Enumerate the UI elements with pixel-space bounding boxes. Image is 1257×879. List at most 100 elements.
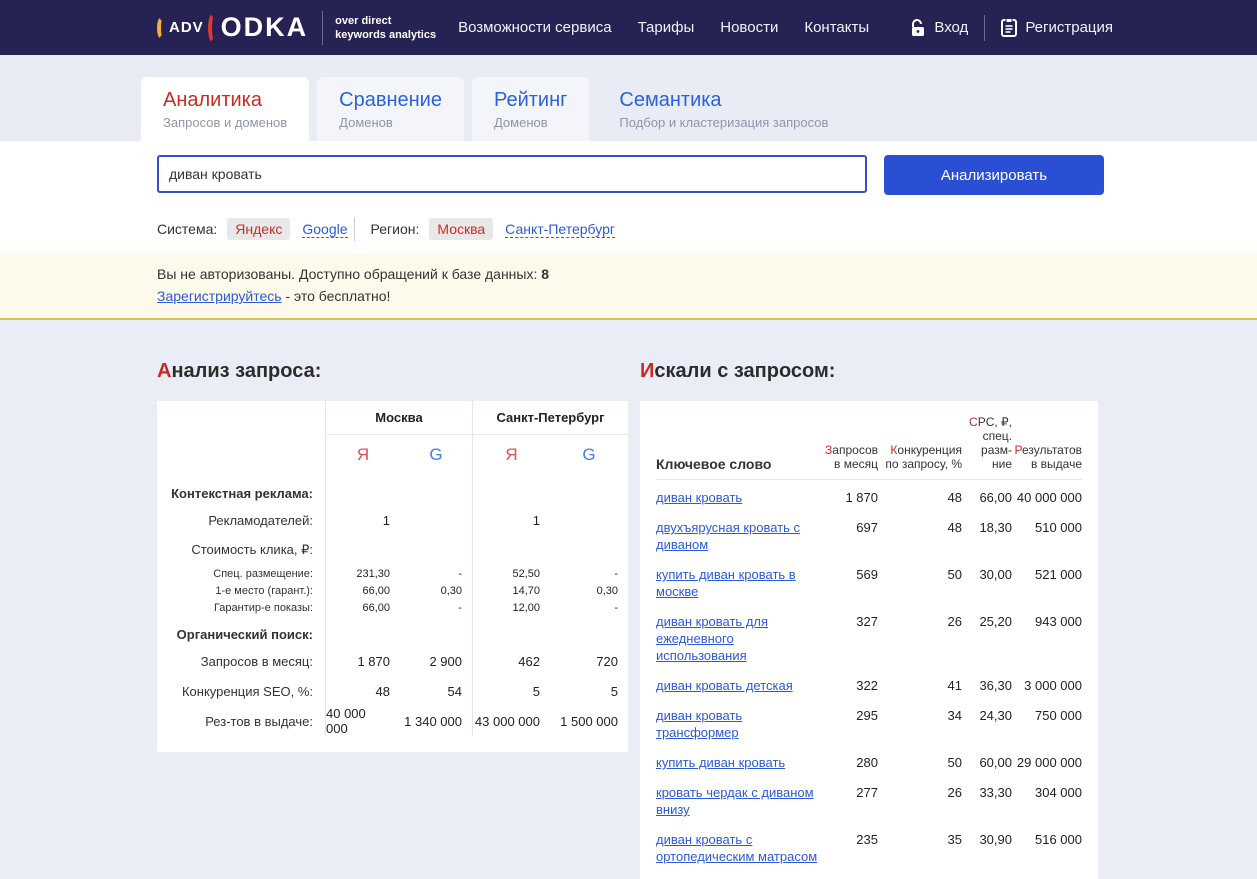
volume-cell: 322 — [856, 678, 878, 693]
register-label: Регистрация — [1025, 19, 1113, 36]
login-label: Вход — [934, 19, 969, 36]
cpc-cell: 30,00 — [979, 567, 1012, 582]
register-inline-link[interactable]: Зарегистрируйтесь — [157, 288, 282, 304]
keyword-link[interactable]: двухъярусная кровать с диваном — [656, 520, 801, 552]
results-cell: 304 000 — [1035, 785, 1082, 800]
logo-paren-red-icon — [207, 11, 220, 44]
analysis-value — [472, 535, 550, 565]
region-option-moscow[interactable]: Москва — [429, 218, 494, 240]
analysis-value — [325, 616, 400, 646]
top-navbar: ADV ODKA over direct keywords analytics … — [0, 0, 1257, 55]
analysis-row-label: Контекстная реклама: — [171, 485, 313, 501]
analysis-value: - — [614, 567, 618, 580]
keyword-link[interactable]: диван кровать детская — [656, 678, 793, 693]
notice-line2-rest: - это бесплатно! — [281, 288, 391, 304]
keyword-cell: диван кровать трансформер — [656, 707, 820, 741]
analysis-row-label: 1-е место (гарант.): — [215, 584, 313, 597]
competition-cell: 41 — [947, 678, 962, 693]
analysis-value — [400, 616, 472, 646]
search-input[interactable] — [157, 155, 867, 193]
cpc-cell: 66,00 — [979, 490, 1012, 505]
analysis-value: 1 870 — [325, 646, 400, 676]
analysis-value: 66,00 — [325, 582, 400, 599]
region-option-spb[interactable]: Санкт-Петербург — [505, 220, 615, 238]
keyword-link[interactable]: диван кровать с ортопедическим матрасом — [656, 832, 818, 864]
tagline-line2: keywords analytics — [335, 28, 437, 41]
analysis-title: Анализ запроса: — [157, 360, 628, 383]
volume-cell: 697 — [856, 520, 878, 535]
menu-item-2[interactable]: Новости — [720, 19, 779, 36]
analysis-value: - — [458, 567, 462, 580]
analysis-value — [550, 616, 628, 646]
keyword-cell: диван кровать — [656, 489, 820, 506]
tab-subtitle: Подбор и кластеризация запросов — [619, 115, 829, 130]
lock-icon — [910, 18, 926, 37]
analysis-value: 54 — [447, 683, 462, 699]
cpc-cell: 60,00 — [979, 755, 1012, 770]
system-option-yandex[interactable]: Яндекс — [227, 218, 291, 240]
results-cell: 750 000 — [1035, 708, 1082, 723]
auth-notice: Вы не авторизованы. Доступно обращений к… — [0, 253, 1257, 320]
keyword-link[interactable]: купить диван кровать в москве — [656, 567, 796, 599]
keyword-link[interactable]: диван кровать — [656, 490, 743, 505]
notice-line2: Зарегистрируйтесь - это бесплатно! — [157, 285, 1257, 307]
analysis-value — [550, 535, 628, 565]
menu-item-0[interactable]: Возможности сервиса — [458, 19, 612, 36]
menu-item-1[interactable]: Тарифы — [637, 19, 695, 36]
analysis-value — [400, 535, 472, 565]
requests-left-count: 8 — [541, 266, 550, 282]
analysis-value: - — [458, 601, 462, 614]
analysis-value: 5 — [472, 676, 550, 706]
related-card: Ключевое слово Запросов в месяц Конкуренция… — [640, 401, 1098, 879]
results-cell: 29 000 000 — [1016, 755, 1082, 770]
logo-odka-text: ODKA — [220, 12, 309, 42]
tab-1[interactable]: Сравнение Доменов — [317, 77, 464, 141]
related-row-4: диван кровать детская 322 41 36,30 3 000 000 — [656, 668, 1082, 698]
competition-cell: 26 — [947, 614, 962, 629]
analysis-value: 14,70 — [472, 582, 550, 599]
city-header-1: Санкт-Петербург — [472, 401, 628, 435]
engine-header-2: Я — [472, 435, 550, 475]
analysis-card: Москва Санкт-Петербург Я G Я G Контекстная рек… — [157, 401, 628, 752]
analysis-value: 0,30 — [596, 584, 618, 597]
analysis-row-label: Запросов в месяц: — [200, 653, 313, 669]
system-option-google[interactable]: Google — [302, 220, 348, 238]
keyword-link[interactable]: кровать чердак с диваном внизу — [656, 785, 814, 817]
related-row-3: диван кровать для ежедневного использова… — [656, 604, 1082, 668]
analysis-value: 12,00 — [472, 599, 550, 616]
analysis-row-label: Органический поиск: — [176, 626, 313, 642]
analysis-value — [325, 535, 400, 565]
analysis-value — [472, 616, 550, 646]
tab-0[interactable]: Аналитика Запросов и доменов — [141, 77, 310, 141]
keyword-link[interactable]: диван кровать трансформер — [656, 708, 743, 740]
cpc-cell: 36,30 — [979, 678, 1012, 693]
analysis-value: 720 — [596, 653, 618, 669]
tab-2[interactable]: Рейтинг Доменов — [471, 77, 590, 141]
related-title-rest: скали с запросом: — [654, 360, 836, 382]
register-link[interactable]: Регистрация — [1001, 18, 1113, 37]
analyze-button[interactable]: Анализировать — [884, 155, 1104, 195]
menu-item-3[interactable]: Контакты — [804, 19, 870, 36]
tagline-line1: over direct — [335, 14, 392, 27]
logo-divider — [322, 10, 324, 45]
competition-cell: 26 — [947, 785, 962, 800]
volume-cell: 569 — [856, 567, 878, 582]
header-red-letter: C — [969, 415, 978, 429]
logo-adv-text: ADV — [169, 19, 204, 36]
advodka-logo[interactable]: ADV ODKA over direct keywords analytics — [157, 10, 437, 45]
city-header-0: Москва — [325, 401, 472, 435]
auth-area: Вход Регистрация — [910, 14, 1257, 41]
keyword-link[interactable]: купить диван кровать — [656, 755, 786, 770]
login-link[interactable]: Вход — [910, 18, 969, 37]
related-row-6: купить диван кровать 280 50 60,00 29 000 000 — [656, 745, 1082, 775]
analysis-value: - — [614, 601, 618, 614]
analysis-row-label: Стоимость клика, ₽: — [191, 542, 313, 557]
tab-3[interactable]: Семантика Подбор и кластеризация запросов — [597, 77, 850, 141]
analysis-value — [400, 505, 472, 535]
tab-title: Рейтинг — [493, 89, 568, 111]
analysis-value: 52,50 — [472, 565, 550, 582]
keyword-link[interactable]: диван кровать для ежедневного использова… — [656, 614, 769, 663]
clipboard-icon — [1001, 18, 1018, 37]
engine-blank-cell — [157, 435, 325, 475]
region-label: Регион: — [370, 221, 420, 237]
